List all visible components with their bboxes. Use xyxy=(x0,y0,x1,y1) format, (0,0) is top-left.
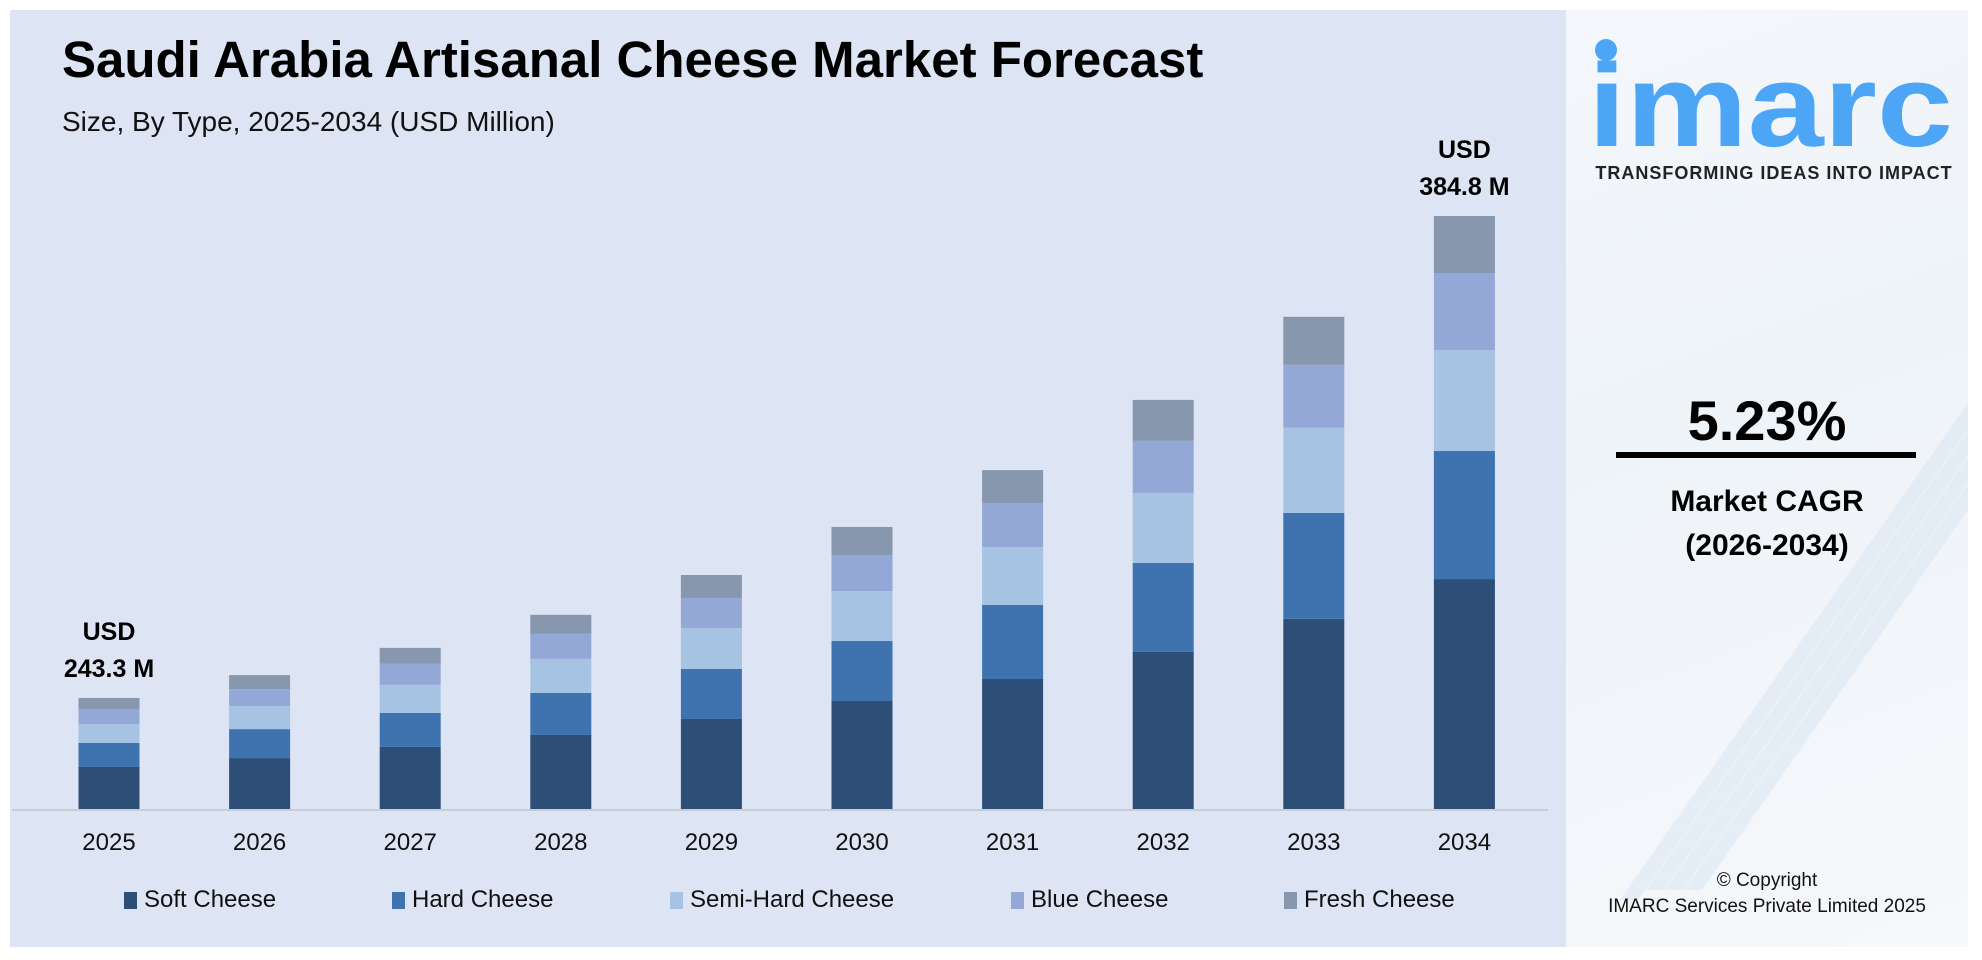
legend-item: Fresh Cheese xyxy=(1284,886,1455,914)
cagr-label: Market CAGR xyxy=(1670,485,1864,518)
copyright-line-1: © Copyright xyxy=(1716,870,1818,891)
bar-segment-hard-cheese-2034 xyxy=(1433,451,1495,580)
bar-segment-blue-cheese-2028 xyxy=(530,633,592,659)
legend-label: Semi-Hard Cheese xyxy=(690,886,895,913)
chart-title: Saudi Arabia Artisanal Cheese Market For… xyxy=(62,31,1204,88)
x-tick-label: 2026 xyxy=(233,829,286,856)
bar-segment-soft-cheese-2029 xyxy=(680,718,742,809)
bar-segment-blue-cheese-2033 xyxy=(1283,364,1345,428)
cagr-label-block: Market CAGR (2026-2034) xyxy=(1566,480,1968,568)
bar-segment-semi-hard-cheese-2031 xyxy=(982,547,1044,606)
x-tick-label: 2030 xyxy=(835,829,888,856)
bar-segment-fresh-cheese-2032 xyxy=(1132,399,1194,441)
bar-segment-hard-cheese-2027 xyxy=(379,712,441,747)
value-label-prefix: USD xyxy=(1438,136,1491,164)
bar-segment-soft-cheese-2033 xyxy=(1283,618,1345,809)
bar-segment-soft-cheese-2032 xyxy=(1132,651,1194,809)
bar-segment-semi-hard-cheese-2033 xyxy=(1283,427,1345,513)
divider xyxy=(1616,452,1916,458)
bar-segment-semi-hard-cheese-2029 xyxy=(680,627,742,669)
bar-segment-fresh-cheese-2029 xyxy=(680,575,742,598)
bar-segment-hard-cheese-2026 xyxy=(229,729,291,759)
tagline: TRANSFORMING IDEAS INTO IMPACT xyxy=(1595,163,1953,183)
bar-segment-blue-cheese-2027 xyxy=(379,663,441,685)
bar-segment-semi-hard-cheese-2032 xyxy=(1132,492,1194,563)
bar-segment-hard-cheese-2033 xyxy=(1283,512,1345,619)
chart-subtitle: Size, By Type, 2025-2034 (USD Million) xyxy=(62,106,555,137)
bar-segment-hard-cheese-2025 xyxy=(78,742,140,767)
legend-item: Hard Cheese xyxy=(392,886,553,914)
bar-segment-blue-cheese-2026 xyxy=(229,689,291,707)
bar-segment-fresh-cheese-2033 xyxy=(1283,316,1345,365)
cagr-period: (2026-2034) xyxy=(1685,529,1849,562)
bar-segment-fresh-cheese-2034 xyxy=(1433,216,1495,274)
legend-item: Blue Cheese xyxy=(1011,886,1168,914)
copyright-line-2: IMARC Services Private Limited 2025 xyxy=(1608,896,1926,917)
x-tick-label: 2033 xyxy=(1287,829,1340,856)
stacked-bar-chart: 2025 2026 2027 2028 2029 2030 2031 2032 2033 2034… xyxy=(12,136,1548,856)
logo-text: imarc xyxy=(1588,40,1953,158)
copyright: © Copyright IMARC Services Private Limit… xyxy=(1566,868,1968,920)
imarc-logo: imarc xyxy=(1588,39,1953,158)
bar-segment-blue-cheese-2025 xyxy=(78,708,140,724)
annotations: USD 243.3 M USD 384.8 M xyxy=(64,136,1510,683)
x-tick-label: 2025 xyxy=(82,829,135,856)
bar-segment-fresh-cheese-2031 xyxy=(982,470,1044,503)
legend-label: Hard Cheese xyxy=(412,886,554,913)
value-label-prefix: USD xyxy=(83,618,136,646)
bar-segment-fresh-cheese-2030 xyxy=(831,526,893,556)
legend-swatch xyxy=(670,891,683,909)
side-panel: imarc TRANSFORMING IDEAS INTO IMPACT 5.2… xyxy=(1566,10,1968,947)
legend-item: Soft Cheese xyxy=(124,886,276,914)
bar-segment-fresh-cheese-2028 xyxy=(530,614,592,634)
bar-segment-fresh-cheese-2025 xyxy=(78,697,140,709)
x-tick-label: 2027 xyxy=(384,829,437,856)
bar-segment-semi-hard-cheese-2026 xyxy=(229,706,291,730)
bar-segment-semi-hard-cheese-2028 xyxy=(530,658,592,693)
legend-swatch xyxy=(1284,891,1297,909)
cagr-value: 5.23% xyxy=(1687,389,1847,452)
bar-segment-soft-cheese-2025 xyxy=(78,766,140,809)
bar-segment-semi-hard-cheese-2034 xyxy=(1433,350,1495,452)
bar-segment-semi-hard-cheese-2030 xyxy=(831,591,893,642)
bar-segment-blue-cheese-2032 xyxy=(1132,440,1194,493)
value-label: 243.3 M xyxy=(64,655,154,683)
bar-segment-semi-hard-cheese-2027 xyxy=(379,684,441,713)
bar-segment-hard-cheese-2028 xyxy=(530,692,592,735)
legend-label: Fresh Cheese xyxy=(1304,886,1455,913)
bar-segment-hard-cheese-2030 xyxy=(831,641,893,701)
bar-segment-blue-cheese-2034 xyxy=(1433,273,1495,351)
x-tick-label: 2031 xyxy=(986,829,1039,856)
bar-segment-blue-cheese-2030 xyxy=(831,555,893,592)
bars-group xyxy=(78,216,1495,809)
legend-swatch xyxy=(392,891,405,909)
legend-item: Semi-Hard Cheese xyxy=(670,886,894,914)
bar-segment-soft-cheese-2031 xyxy=(982,678,1044,809)
bar-segment-hard-cheese-2031 xyxy=(982,605,1044,679)
value-label: 384.8 M xyxy=(1419,173,1509,201)
x-tick-label: 2029 xyxy=(685,829,738,856)
bar-segment-hard-cheese-2029 xyxy=(680,668,742,719)
bar-segment-fresh-cheese-2026 xyxy=(229,675,291,690)
bar-segment-soft-cheese-2026 xyxy=(229,758,291,809)
bar-segment-blue-cheese-2029 xyxy=(680,597,742,628)
bar-segment-soft-cheese-2034 xyxy=(1433,579,1495,809)
x-tick-label: 2028 xyxy=(534,829,587,856)
bar-segment-soft-cheese-2027 xyxy=(379,746,441,809)
legend-swatch xyxy=(1011,891,1024,909)
x-tick-label: 2034 xyxy=(1438,829,1491,856)
legend-swatch xyxy=(124,891,137,909)
bar-segment-fresh-cheese-2027 xyxy=(379,647,441,664)
legend-label: Soft Cheese xyxy=(144,886,277,913)
bar-segment-soft-cheese-2030 xyxy=(831,700,893,809)
bar-segment-blue-cheese-2031 xyxy=(982,502,1044,548)
bar-segment-semi-hard-cheese-2025 xyxy=(78,723,140,743)
logo-dot xyxy=(1595,39,1617,61)
x-tick-labels: 2025 2026 2027 2028 2029 2030 2031 2032 2033 2034 xyxy=(82,829,1491,856)
bar-segment-hard-cheese-2032 xyxy=(1132,562,1194,652)
legend-label: Blue Cheese xyxy=(1031,886,1169,913)
bar-segment-soft-cheese-2028 xyxy=(530,734,592,809)
x-tick-label: 2032 xyxy=(1137,829,1190,856)
